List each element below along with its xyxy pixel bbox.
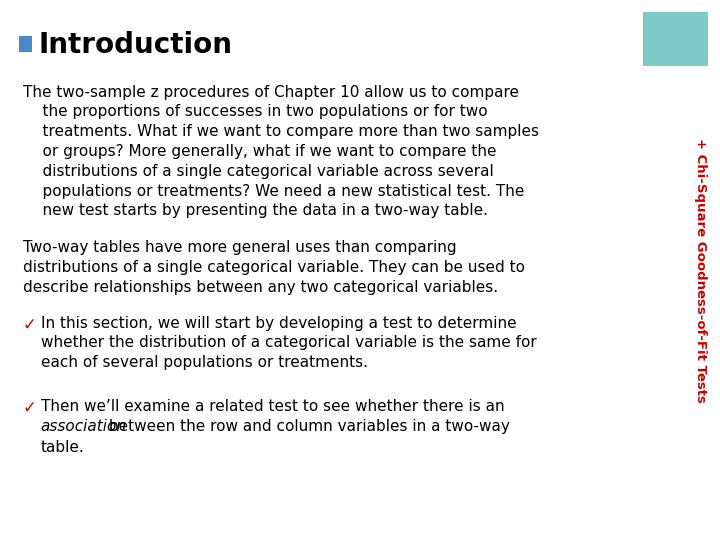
Text: association: association: [41, 420, 127, 434]
Text: Two-way tables have more general uses than comparing
distributions of a single c: Two-way tables have more general uses th…: [23, 240, 525, 295]
Text: between the row and column variables in a two-way: between the row and column variables in …: [104, 420, 510, 434]
Text: Then we’ll examine a related test to see whether there is an: Then we’ll examine a related test to see…: [41, 399, 505, 414]
Bar: [19, 36, 32, 52]
Text: In this section, we will start by developing a test to determine
whether the dis: In this section, we will start by develo…: [41, 316, 536, 370]
FancyBboxPatch shape: [643, 12, 708, 66]
Text: + Chi-Square Goodness-of-Fit Tests: + Chi-Square Goodness-of-Fit Tests: [694, 138, 707, 402]
Text: ✓: ✓: [23, 316, 37, 334]
Text: table.: table.: [41, 440, 84, 455]
Text: Introduction: Introduction: [39, 31, 233, 59]
Text: ✓: ✓: [23, 399, 37, 417]
Text: The two-sample z procedures of Chapter 10 allow us to compare
    the proportion: The two-sample z procedures of Chapter 1…: [23, 85, 539, 219]
